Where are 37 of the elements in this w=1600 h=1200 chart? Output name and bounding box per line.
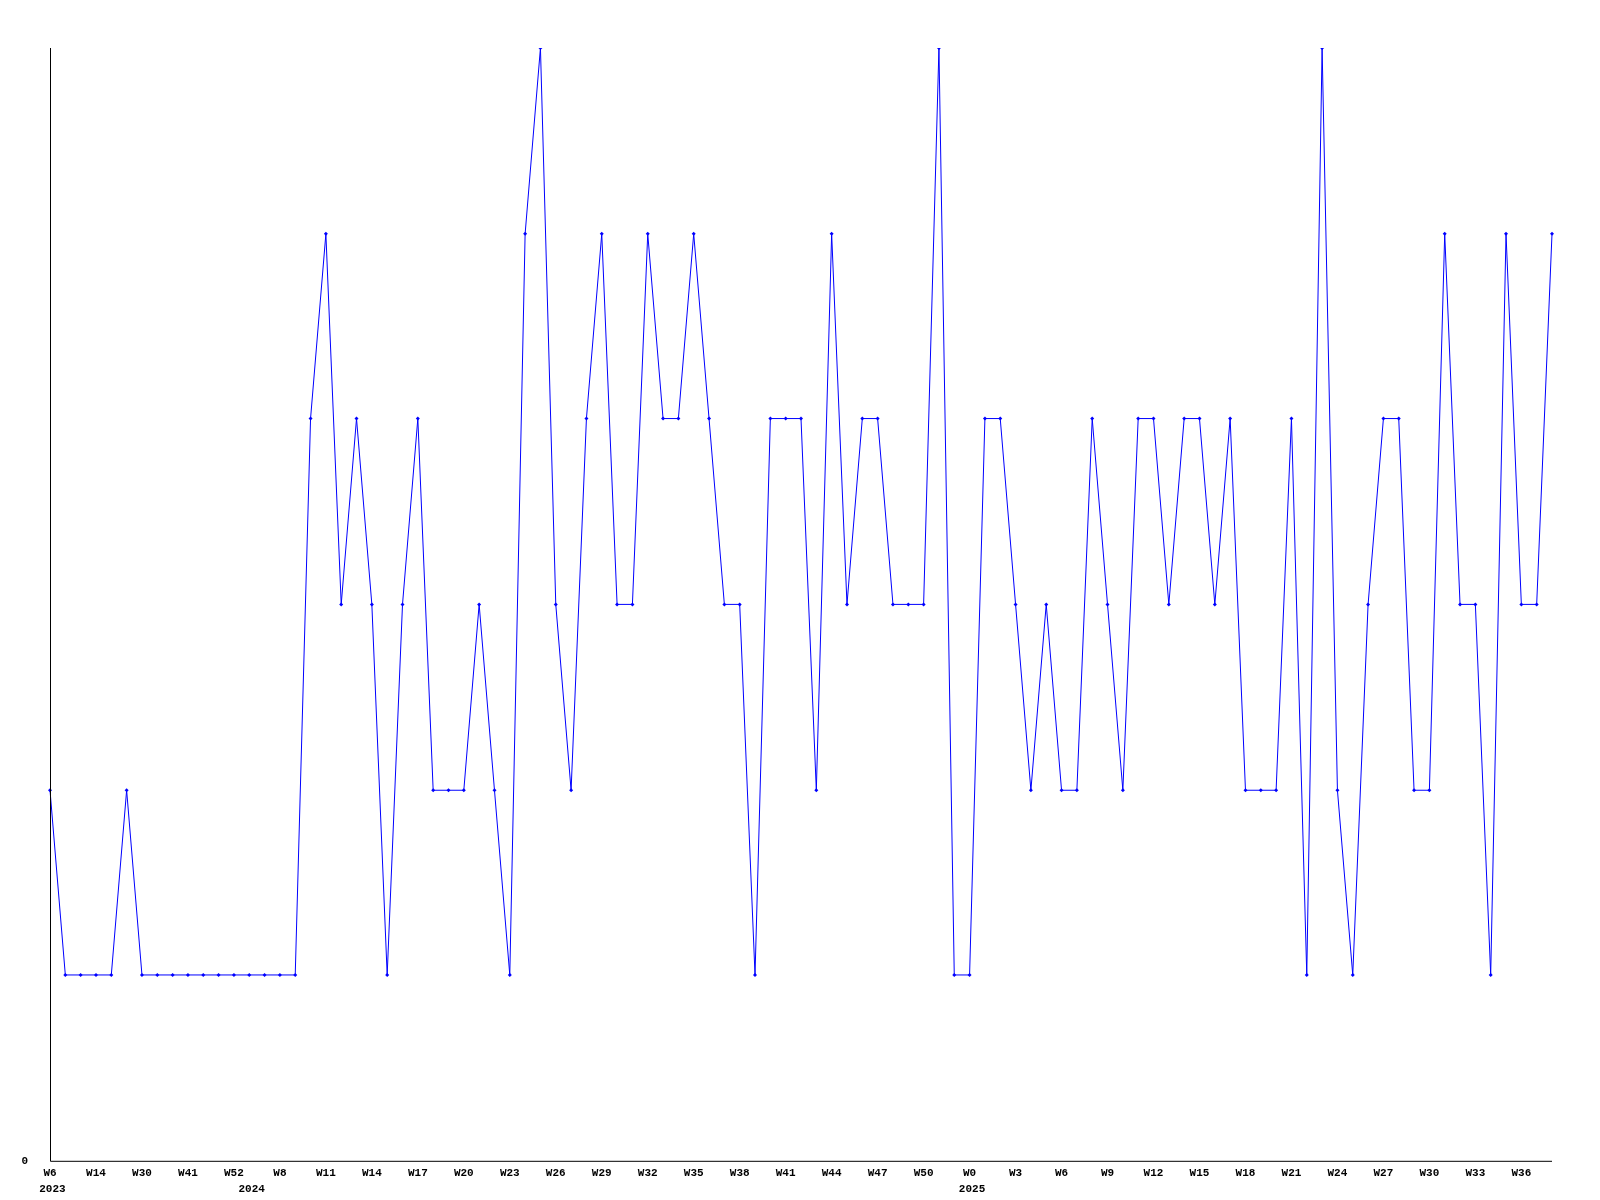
x-tick-label: W41 <box>775 1167 796 1180</box>
x-tick-label: W27 <box>1373 1167 1394 1180</box>
text: 2024 <box>238 1183 266 1196</box>
x-tick-label: W21 <box>1281 1167 1302 1180</box>
x-tick-label: W23 <box>499 1167 521 1180</box>
text: 2023 <box>39 1183 67 1196</box>
x-tick-label: W6 <box>1054 1167 1069 1180</box>
x-tick-label: W26 <box>545 1167 566 1180</box>
x-tick-label: W14 <box>361 1167 383 1180</box>
x-tick-label: W41 <box>178 1167 199 1180</box>
x-tick-label: W20 <box>453 1167 474 1180</box>
x-tick-label: W50 <box>913 1167 934 1180</box>
x-tick-label: W24 <box>1327 1167 1348 1180</box>
x-tick-label: W32 <box>637 1167 658 1180</box>
x-tick-label: W52 <box>224 1167 244 1180</box>
x-tick-label: W11 <box>315 1167 337 1180</box>
x-tick-label: W36 <box>1511 1167 1532 1180</box>
x-tick-label: W30 <box>132 1167 152 1180</box>
x-tick-label: W15 <box>1189 1167 1210 1180</box>
x-tick-label: W35 <box>683 1167 705 1180</box>
x-tick-label: W30 <box>1419 1167 1440 1180</box>
x-tick-label: W9 <box>1100 1167 1115 1180</box>
x-tick-label: W47 <box>867 1167 888 1180</box>
x-tick-label: W17 <box>407 1167 428 1180</box>
text: 0 <box>21 1154 28 1167</box>
x-tick-label: W44 <box>821 1167 842 1180</box>
x-tick-label: W3 <box>1008 1167 1023 1180</box>
text: 2025 <box>958 1183 986 1196</box>
x-tick-label: W18 <box>1235 1167 1256 1180</box>
x-tick-label: W0 <box>962 1167 977 1180</box>
x-tick-label: W12 <box>1143 1167 1164 1180</box>
x-tick-label: W38 <box>729 1167 750 1180</box>
x-tick-label: W6 <box>43 1167 57 1180</box>
x-tick-label: W29 <box>591 1167 612 1180</box>
x-tick-label: W8 <box>273 1167 287 1180</box>
x-tick-label: W33 <box>1465 1167 1486 1180</box>
x-tick-label: W14 <box>86 1167 107 1180</box>
